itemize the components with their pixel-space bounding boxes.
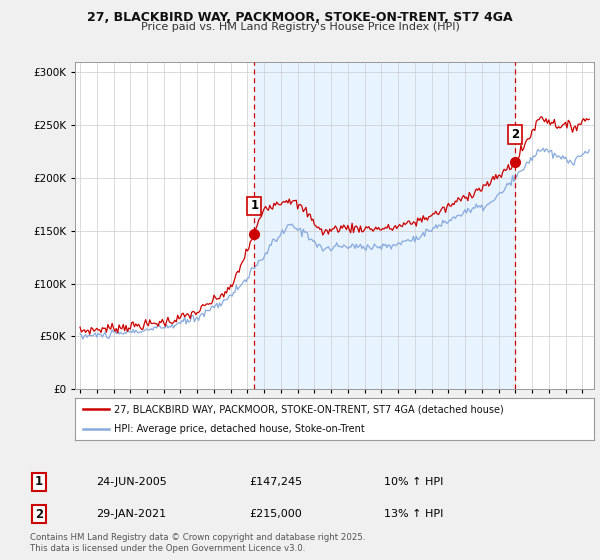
Text: 13% ↑ HPI: 13% ↑ HPI <box>384 509 443 519</box>
Text: £215,000: £215,000 <box>249 509 302 519</box>
Text: 27, BLACKBIRD WAY, PACKMOOR, STOKE-ON-TRENT, ST7 4GA: 27, BLACKBIRD WAY, PACKMOOR, STOKE-ON-TR… <box>87 11 513 24</box>
Text: HPI: Average price, detached house, Stoke-on-Trent: HPI: Average price, detached house, Stok… <box>114 424 365 434</box>
Text: 2: 2 <box>35 507 43 521</box>
Text: 1: 1 <box>35 475 43 488</box>
Text: £147,245: £147,245 <box>249 477 302 487</box>
Text: Contains HM Land Registry data © Crown copyright and database right 2025.
This d: Contains HM Land Registry data © Crown c… <box>30 533 365 553</box>
Bar <box>254 62 515 389</box>
Text: 10% ↑ HPI: 10% ↑ HPI <box>384 477 443 487</box>
Text: Price paid vs. HM Land Registry's House Price Index (HPI): Price paid vs. HM Land Registry's House … <box>140 22 460 32</box>
Text: 27, BLACKBIRD WAY, PACKMOOR, STOKE-ON-TRENT, ST7 4GA (detached house): 27, BLACKBIRD WAY, PACKMOOR, STOKE-ON-TR… <box>114 404 503 414</box>
Text: 2: 2 <box>511 128 520 141</box>
Text: 24-JUN-2005: 24-JUN-2005 <box>96 477 167 487</box>
Text: 29-JAN-2021: 29-JAN-2021 <box>96 509 166 519</box>
Text: 1: 1 <box>250 199 259 212</box>
